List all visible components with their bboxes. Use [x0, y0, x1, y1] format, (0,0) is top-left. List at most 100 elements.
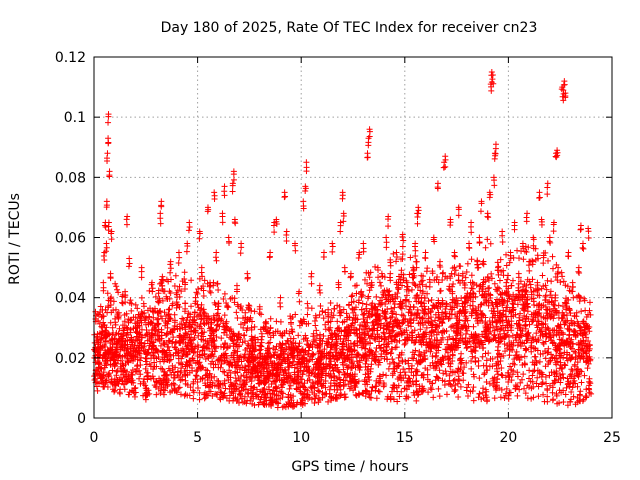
data-point — [178, 355, 185, 362]
data-point — [202, 389, 209, 396]
data-point — [513, 383, 520, 390]
data-point — [366, 349, 373, 356]
data-point — [320, 254, 327, 261]
data-point — [364, 374, 371, 381]
data-point — [477, 208, 484, 215]
data-point — [493, 286, 500, 293]
data-point — [535, 393, 542, 400]
data-point — [196, 389, 203, 396]
data-point — [390, 298, 397, 305]
data-point — [473, 336, 480, 343]
data-point — [194, 322, 201, 329]
data-point — [468, 256, 475, 263]
data-point — [514, 369, 521, 376]
data-point — [373, 395, 380, 402]
data-point — [438, 361, 445, 368]
data-point — [579, 244, 586, 251]
data-point — [417, 326, 424, 333]
data-point — [141, 348, 148, 355]
data-point — [273, 318, 280, 325]
data-point — [452, 267, 459, 274]
data-point — [327, 383, 334, 390]
data-point — [472, 359, 479, 366]
data-point — [387, 395, 394, 402]
data-point — [361, 330, 368, 337]
data-point — [351, 371, 358, 378]
data-point — [142, 358, 149, 365]
data-points — [91, 69, 595, 411]
data-point — [108, 379, 115, 386]
data-point — [485, 277, 492, 284]
data-point — [157, 387, 164, 394]
data-point — [174, 287, 181, 294]
data-point — [533, 380, 540, 387]
data-point — [308, 273, 315, 280]
data-point — [238, 244, 245, 251]
data-point — [422, 255, 429, 262]
data-point — [105, 140, 112, 147]
data-point — [399, 243, 406, 250]
data-point — [406, 375, 413, 382]
data-point — [267, 315, 274, 322]
data-point — [115, 289, 122, 296]
data-point — [553, 327, 560, 334]
data-point — [509, 360, 516, 367]
data-point — [348, 351, 355, 358]
data-point — [376, 279, 383, 286]
data-point — [213, 257, 220, 264]
data-point — [380, 371, 387, 378]
data-point — [564, 375, 571, 382]
data-point — [175, 260, 182, 267]
data-point — [528, 291, 535, 298]
data-point — [423, 268, 430, 275]
data-point — [454, 313, 461, 320]
data-point — [473, 310, 480, 317]
data-point — [154, 321, 161, 328]
data-point — [457, 383, 464, 390]
data-point — [388, 338, 395, 345]
data-point — [245, 390, 252, 397]
data-point — [353, 290, 360, 297]
data-point — [109, 367, 116, 374]
data-point — [394, 284, 401, 291]
data-point — [498, 364, 505, 371]
data-point — [487, 240, 494, 247]
data-point — [138, 326, 145, 333]
data-point — [171, 311, 178, 318]
data-point — [514, 392, 521, 399]
data-point — [185, 339, 192, 346]
data-point — [400, 237, 407, 244]
data-point — [340, 306, 347, 313]
data-point — [149, 288, 156, 295]
data-point — [152, 345, 159, 352]
data-point — [487, 356, 494, 363]
data-point — [198, 285, 205, 292]
data-point — [277, 294, 284, 301]
data-point — [361, 336, 368, 343]
data-point — [142, 382, 149, 389]
data-point — [488, 270, 495, 277]
data-point — [480, 258, 487, 265]
data-point — [402, 315, 409, 322]
data-point — [399, 282, 406, 289]
data-point — [516, 386, 523, 393]
data-point — [348, 293, 355, 300]
data-point — [406, 271, 413, 278]
data-point — [570, 393, 577, 400]
data-point — [349, 360, 356, 367]
data-point — [355, 254, 362, 261]
data-point — [131, 385, 138, 392]
data-point — [385, 216, 392, 223]
data-point — [451, 252, 458, 259]
data-point — [167, 351, 174, 358]
data-point — [121, 311, 128, 318]
data-point — [451, 388, 458, 395]
data-point — [352, 282, 359, 289]
data-point — [271, 229, 278, 236]
data-point — [201, 277, 208, 284]
data-point — [127, 297, 134, 304]
data-point — [126, 389, 133, 396]
data-point — [182, 300, 189, 307]
data-point — [276, 376, 283, 383]
